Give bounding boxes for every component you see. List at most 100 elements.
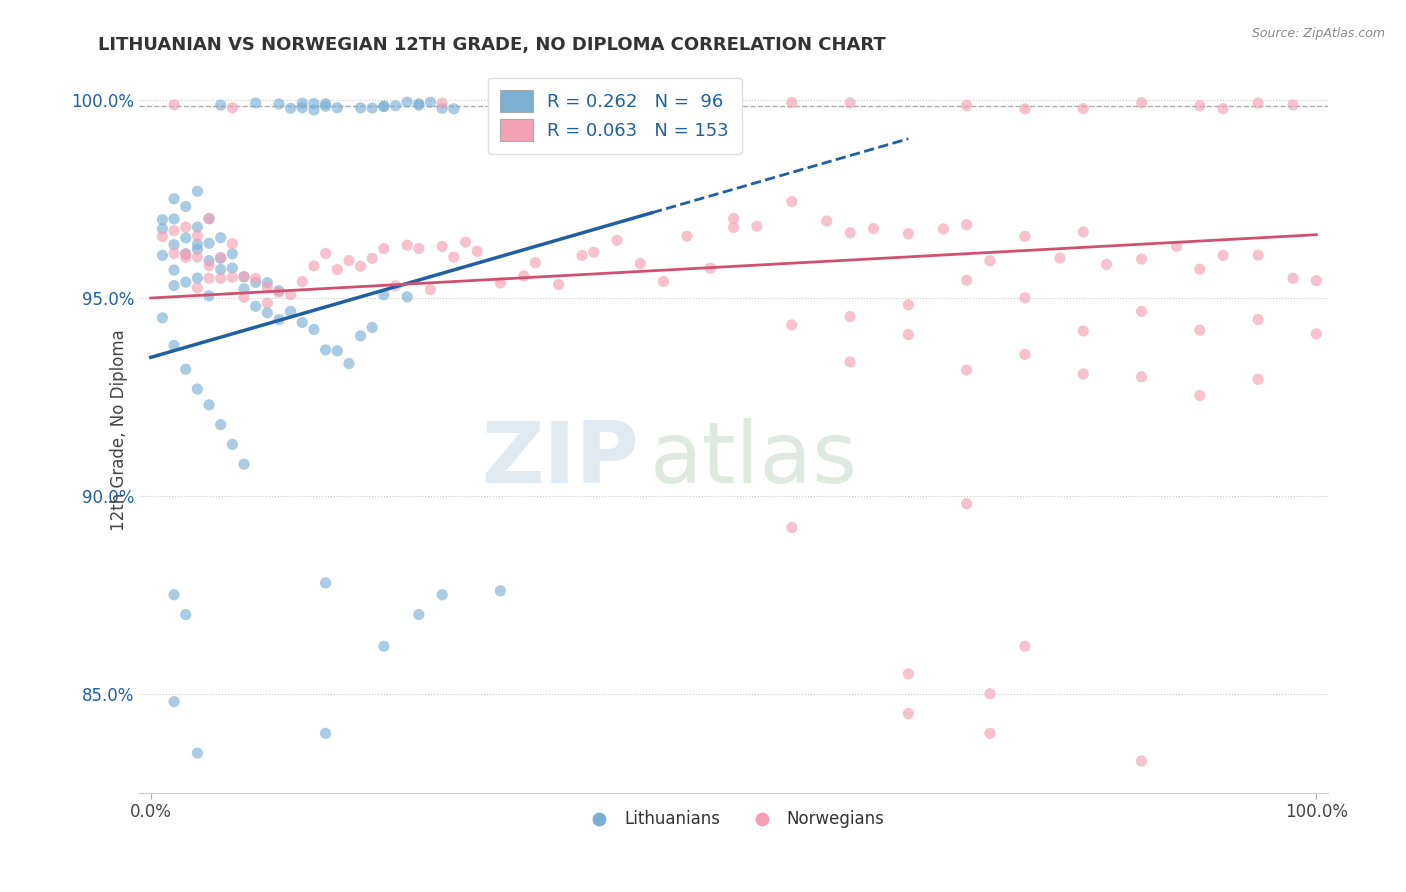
Point	[1014, 639, 1036, 653]
Point	[373, 242, 395, 256]
Point	[1247, 312, 1270, 326]
Point	[163, 97, 186, 112]
Point	[280, 101, 302, 115]
Point	[349, 259, 371, 273]
Point	[489, 98, 512, 112]
Point	[1130, 369, 1153, 384]
Point	[443, 102, 465, 116]
Point	[233, 290, 256, 304]
Point	[186, 228, 208, 243]
Point	[1095, 257, 1118, 271]
Point	[1166, 239, 1188, 253]
Point	[337, 357, 360, 371]
Point	[1282, 271, 1305, 285]
Point	[1071, 102, 1094, 116]
Point	[1130, 304, 1153, 318]
Point	[221, 236, 243, 251]
Point	[956, 497, 979, 511]
Point	[1071, 367, 1094, 381]
Point	[198, 211, 221, 226]
Point	[723, 220, 745, 235]
Point	[152, 221, 174, 235]
Point	[152, 229, 174, 244]
Point	[384, 278, 406, 293]
Point	[547, 103, 569, 117]
Point	[152, 248, 174, 262]
Point	[302, 96, 325, 111]
Point	[163, 224, 186, 238]
Point	[186, 382, 208, 396]
Point	[780, 520, 803, 534]
Point	[291, 315, 314, 329]
Point	[489, 276, 512, 290]
Point	[361, 252, 384, 266]
Point	[1049, 251, 1071, 265]
Point	[267, 284, 290, 298]
Point	[408, 242, 430, 256]
Point	[699, 261, 721, 276]
Point	[326, 343, 349, 358]
Point	[408, 98, 430, 112]
Point	[465, 244, 488, 259]
Point	[349, 101, 371, 115]
Point	[233, 457, 256, 471]
Point	[430, 101, 453, 115]
Point	[174, 220, 197, 235]
Point	[233, 282, 256, 296]
Point	[163, 192, 186, 206]
Point	[489, 98, 512, 112]
Point	[408, 607, 430, 622]
Point	[256, 296, 278, 310]
Point	[349, 329, 371, 343]
Point	[373, 99, 395, 113]
Point	[897, 298, 920, 312]
Point	[1014, 229, 1036, 244]
Point	[256, 280, 278, 294]
Point	[361, 101, 384, 115]
Point	[652, 275, 675, 289]
Point	[280, 304, 302, 318]
Point	[186, 250, 208, 264]
Point	[1247, 96, 1270, 111]
Point	[280, 287, 302, 301]
Point	[1212, 248, 1234, 262]
Point	[163, 211, 186, 226]
Point	[174, 275, 197, 289]
Point	[174, 199, 197, 213]
Point	[174, 246, 197, 260]
Point	[209, 98, 232, 112]
Point	[302, 322, 325, 336]
Point	[1130, 252, 1153, 266]
Point	[979, 687, 1001, 701]
Point	[361, 320, 384, 334]
Point	[209, 230, 232, 244]
Point	[256, 276, 278, 290]
Point	[186, 220, 208, 235]
Point	[430, 239, 453, 253]
Point	[839, 310, 862, 324]
Point	[315, 96, 337, 111]
Point	[1130, 754, 1153, 768]
Point	[443, 250, 465, 264]
Point	[419, 283, 441, 297]
Point	[198, 253, 221, 268]
Point	[606, 99, 628, 113]
Point	[174, 362, 197, 376]
Point	[676, 229, 699, 244]
Point	[152, 212, 174, 227]
Point	[780, 95, 803, 110]
Point	[839, 226, 862, 240]
Point	[291, 101, 314, 115]
Point	[1188, 98, 1211, 112]
Point	[326, 262, 349, 277]
Point	[956, 218, 979, 232]
Point	[430, 96, 453, 111]
Point	[174, 231, 197, 245]
Point	[326, 101, 349, 115]
Point	[163, 338, 186, 352]
Legend: Lithuanians, Norwegians: Lithuanians, Norwegians	[576, 804, 891, 835]
Point	[245, 95, 267, 110]
Point	[302, 103, 325, 117]
Point	[163, 695, 186, 709]
Point	[209, 251, 232, 265]
